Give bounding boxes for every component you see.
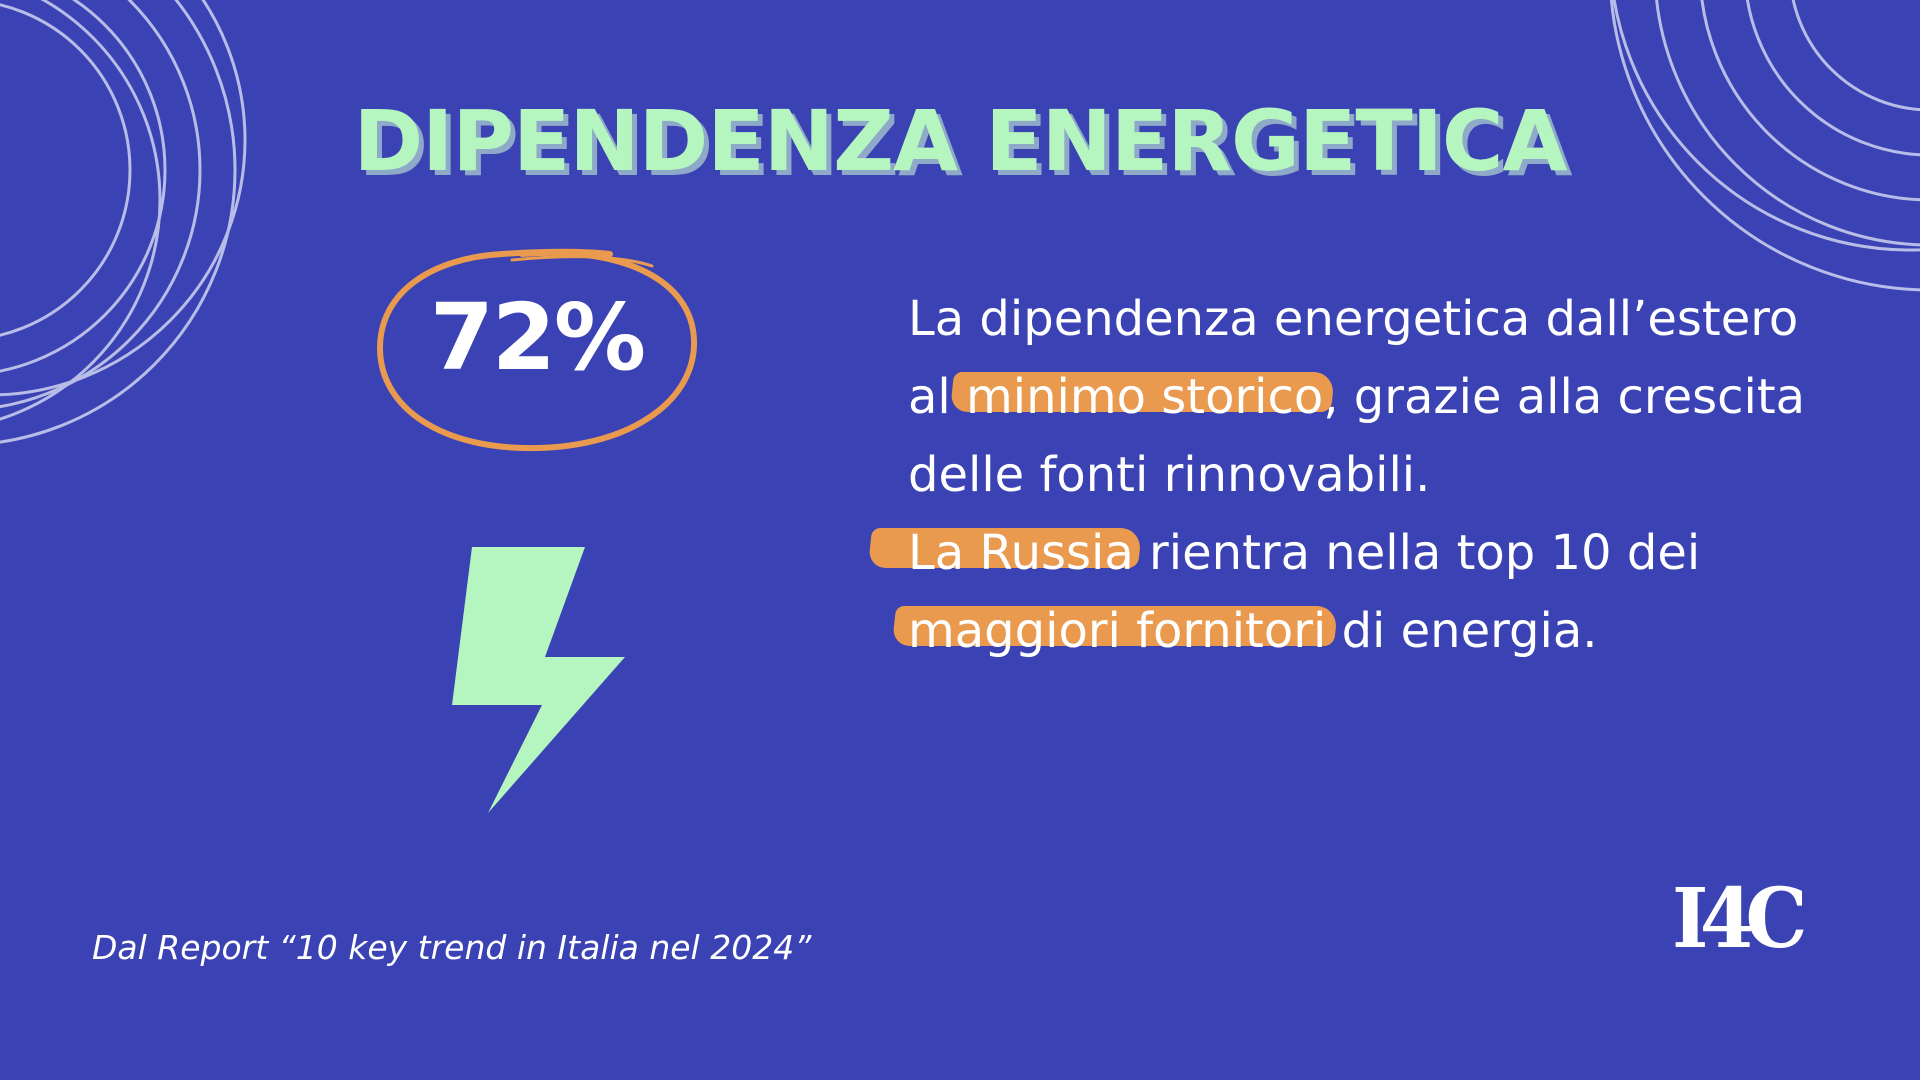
lightning-bolt-icon [452,547,625,813]
page-title: DIPENDENZA ENERGETICA [353,92,1567,190]
highlight-minimo-storico: minimo storico [966,358,1323,436]
description-paragraph-1: La dipendenza energetica dall’estero al … [908,280,1808,514]
description-text: La dipendenza energetica dall’estero al [908,291,1799,425]
description-text: , grazie alla crescita delle fonti rinno… [908,369,1806,503]
highlight-la-russia: La Russia [908,514,1134,592]
description-paragraph-2: La Russia rientra nella top 10 dei maggi… [908,514,1808,670]
stat-value: 72% [429,284,646,391]
description: La dipendenza energetica dall’estero al … [908,280,1808,670]
stat-highlight: 72% [372,240,702,460]
description-text: rientra nella top 10 dei [1133,525,1701,581]
highlight-maggiori-fornitori: maggiori fornitori [908,592,1326,670]
source-note: Dal Report “10 key trend in Italia nel 2… [92,928,812,967]
hand-drawn-circle [376,248,698,452]
decorative-arcs-top-left [0,0,247,444]
logo: I4C [1672,871,1808,967]
description-text: di energia. [1326,603,1598,659]
